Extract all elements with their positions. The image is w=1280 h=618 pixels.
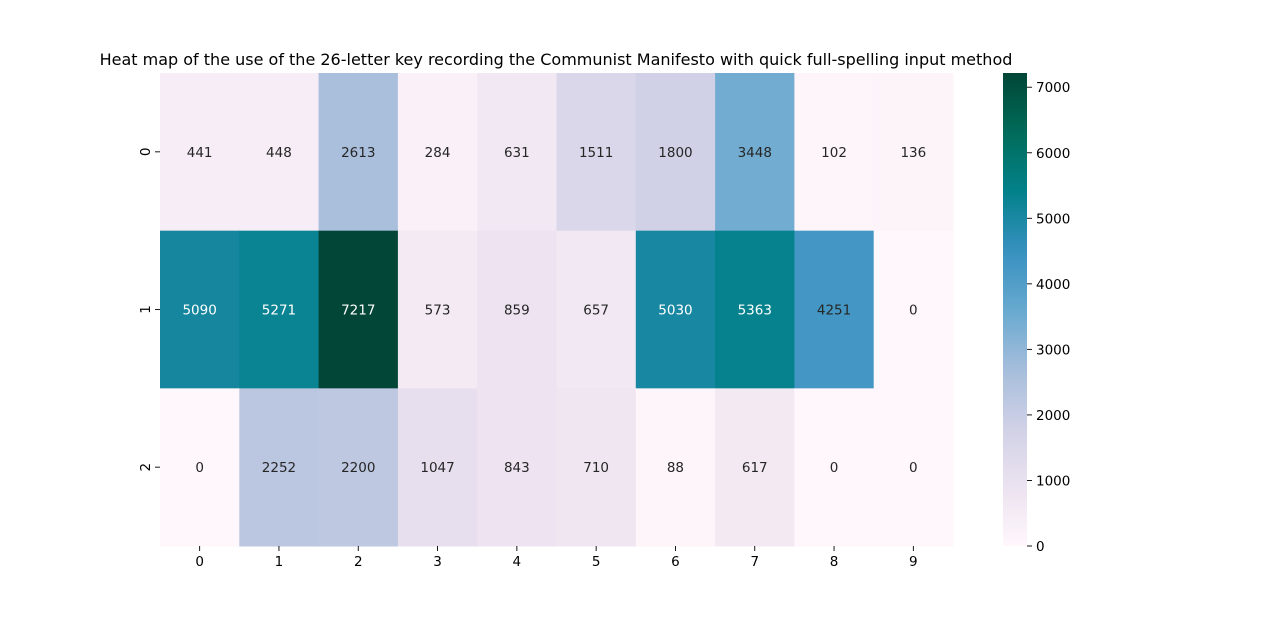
colorbar-tick-label: 4000 — [1036, 277, 1070, 293]
heatmap-cell-r2-c1 — [239, 388, 320, 547]
heatmap-cell-r2-c9 — [873, 388, 954, 547]
heatmap-cell-r1-c6 — [635, 230, 716, 389]
heatmap-cell-r2-c5 — [556, 388, 637, 547]
cell-value-label: 2200 — [341, 460, 375, 476]
cell-value-label: 2613 — [341, 145, 375, 161]
cell-value-label: 88 — [667, 460, 684, 476]
cell-value-label: 5090 — [182, 303, 216, 319]
heatmap-cell-r1-c7 — [715, 230, 795, 389]
x-tick-label: 7 — [750, 554, 759, 570]
cell-value-label: 0 — [909, 460, 918, 476]
cell-value-label: 3448 — [738, 145, 772, 161]
colorbar-tick-label: 3000 — [1036, 342, 1070, 358]
x-tick-label: 4 — [513, 554, 522, 570]
cell-value-label: 2252 — [262, 460, 296, 476]
colorbar: 0 1000 2000 3000 4000 5000 6000 7000 — [1003, 73, 1070, 555]
colorbar-tick-label: 2000 — [1036, 408, 1070, 424]
cell-value-label: 1800 — [658, 145, 692, 161]
x-tick-label: 0 — [195, 554, 204, 570]
x-tick-label: 1 — [275, 554, 284, 570]
colorbar-tick-label: 1000 — [1036, 473, 1070, 489]
heatmap-cell-r1-c2 — [318, 230, 399, 389]
cell-value-label: 1511 — [579, 145, 613, 161]
heatmap-cell-r2-c0 — [160, 388, 240, 547]
cell-annotations: 441 448 2613 284 631 1511 1800 3448 102 136 5090 52… — [182, 145, 926, 476]
x-tick-label: 8 — [830, 554, 839, 570]
heatmap-cell-r1-c5 — [556, 230, 637, 389]
heatmap-cell-r0-c6 — [635, 73, 716, 232]
heatmap-cell-r1-c9 — [873, 230, 954, 389]
x-tick-label: 2 — [354, 554, 363, 570]
y-tick-label: 2 — [138, 463, 154, 472]
y-tick-label: 1 — [138, 305, 154, 314]
heatmap-cell-r2-c8 — [794, 388, 875, 547]
y-axis: 0 1 2 — [138, 148, 160, 472]
colorbar-tick-label: 6000 — [1036, 146, 1070, 162]
cell-value-label: 631 — [504, 145, 530, 161]
cell-value-label: 448 — [266, 145, 292, 161]
heatmap-cell-r1-c0 — [160, 230, 240, 389]
cell-value-label: 441 — [187, 145, 213, 161]
heatmap-cell-r0-c7 — [715, 73, 795, 232]
heatmap-cell-r0-c0 — [160, 73, 240, 232]
x-tick-label: 9 — [909, 554, 918, 570]
heatmap-cell-r0-c4 — [477, 73, 557, 232]
heatmap-cell-r2-c6 — [635, 388, 716, 547]
cell-value-label: 102 — [821, 145, 847, 161]
x-axis: 0 1 2 3 4 5 6 7 8 9 — [195, 546, 918, 570]
cell-value-label: 1047 — [420, 460, 454, 476]
cell-value-label: 843 — [504, 460, 530, 476]
heatmap-cell-r0-c8 — [794, 73, 875, 232]
cell-value-label: 0 — [830, 460, 839, 476]
cell-value-label: 573 — [425, 303, 451, 319]
heatmap-cell-r0-c1 — [239, 73, 320, 232]
cell-value-label: 5271 — [262, 303, 296, 319]
heatmap-cell-r2-c7 — [715, 388, 795, 547]
cell-value-label: 136 — [900, 145, 926, 161]
heatmap-cells — [160, 73, 954, 547]
heatmap-cell-r2-c2 — [318, 388, 399, 547]
colorbar-gradient — [1003, 73, 1027, 546]
heatmap-cell-r1-c4 — [477, 230, 557, 389]
cell-value-label: 657 — [583, 303, 609, 319]
heatmap-cell-r0-c9 — [873, 73, 954, 232]
cell-value-label: 710 — [583, 460, 609, 476]
cell-value-label: 0 — [909, 303, 918, 319]
x-tick-label: 5 — [592, 554, 601, 570]
cell-value-label: 5030 — [658, 303, 692, 319]
heatmap-cell-r1-c1 — [239, 230, 320, 389]
cell-value-label: 617 — [742, 460, 768, 476]
heatmap-cell-r0-c3 — [397, 73, 478, 232]
cell-value-label: 859 — [504, 303, 530, 319]
heatmap-cell-r0-c5 — [556, 73, 637, 232]
y-tick-label: 0 — [138, 148, 154, 157]
heatmap-cell-r1-c3 — [397, 230, 478, 389]
cell-value-label: 284 — [425, 145, 451, 161]
heatmap-cell-r1-c8 — [794, 230, 875, 389]
x-tick-label: 6 — [671, 554, 680, 570]
colorbar-tick-label: 5000 — [1036, 211, 1070, 227]
cell-value-label: 7217 — [341, 303, 375, 319]
heatmap-cell-r2-c3 — [397, 388, 478, 547]
cell-value-label: 4251 — [817, 303, 851, 319]
heatmap-cell-r2-c4 — [477, 388, 557, 547]
cell-value-label: 5363 — [738, 303, 772, 319]
cell-value-label: 0 — [195, 460, 204, 476]
colorbar-tick-label: 0 — [1036, 539, 1045, 555]
heatmap-cell-r0-c2 — [318, 73, 399, 232]
x-tick-label: 3 — [433, 554, 442, 570]
colorbar-tick-label: 7000 — [1036, 80, 1070, 96]
chart-title: Heat map of the use of the 26-letter key… — [100, 50, 1013, 69]
